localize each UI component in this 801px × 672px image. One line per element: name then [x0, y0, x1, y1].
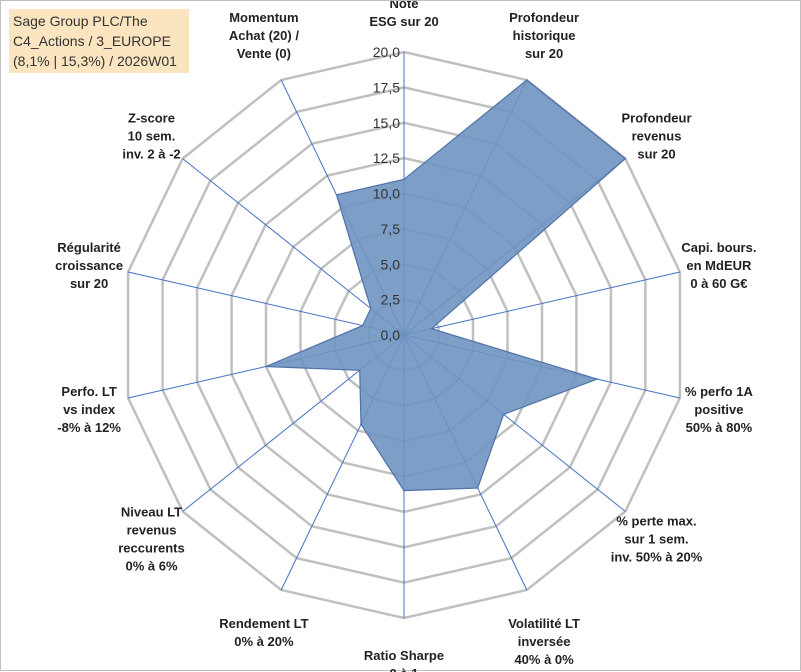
- axis-label-line: Achat (20) /: [229, 28, 299, 43]
- axis-label: Capi. bours. en MdEUR 0 à 60 G€: [681, 240, 756, 291]
- axis-label: Niveau LT revenus reccurents 0% à 6%: [118, 504, 184, 573]
- axis-label-line: sur 1 sem.: [624, 531, 688, 546]
- axis-label-line: 0% à 20%: [234, 634, 294, 649]
- axis-label: Ratio Sharpe 0 à 1: [364, 648, 444, 672]
- axis-label-line: Vente (0): [237, 46, 291, 61]
- axis-label: Volatilité LT inversée 40% à 0%: [508, 616, 580, 667]
- axis-label-line: historique: [513, 28, 576, 43]
- axis-label-line: % perfo 1A: [685, 384, 754, 399]
- tick-label: 17,5: [373, 79, 400, 95]
- tick-layer: 0,0 2,5 5,0 7,5 10,0 12,5 15,0 17,5 20,0: [373, 44, 400, 343]
- tick-label: 12,5: [373, 150, 400, 166]
- axis-label-line: inversée: [518, 634, 571, 649]
- data-point: [403, 489, 405, 492]
- axis-label: Perfo. LT vs index -8% à 12%: [57, 384, 121, 435]
- axis-label-line: Z-score: [128, 111, 175, 126]
- data-point: [360, 423, 362, 426]
- axis-label-line: Capi. bours.: [681, 240, 756, 255]
- axis-label-line: revenus: [632, 129, 682, 144]
- axis-label-line: Rendement LT: [219, 616, 308, 631]
- axis-label-line: positive: [694, 402, 743, 417]
- axis-label: Profondeur revenus sur 20: [621, 111, 691, 162]
- axis-label-line: Niveau LT: [121, 504, 182, 519]
- axis-label-line: Profondeur: [621, 111, 691, 126]
- axis-label-line: 0 à 1: [390, 666, 419, 672]
- axis-label: % perte max. sur 1 sem. inv. 50% à 20%: [611, 513, 703, 564]
- tick-label: 20,0: [373, 44, 400, 60]
- axis-label-line: Régularité: [57, 240, 121, 255]
- axis-label-line: Ratio Sharpe: [364, 648, 444, 663]
- axis-label-line: sur 20: [525, 46, 563, 61]
- axis-label: Rendement LT 0% à 20%: [219, 616, 308, 649]
- axis-spoke: [403, 271, 681, 336]
- axis-label: Note ESG sur 20: [369, 1, 438, 29]
- axis-label-line: reccurents: [118, 540, 184, 555]
- tick-label: 5,0: [381, 256, 401, 272]
- data-point: [502, 413, 505, 416]
- chart-title-line: (8,1% | 15,3%) / 2026W01: [13, 53, 177, 69]
- axis-label-line: Perfo. LT: [61, 384, 116, 399]
- axis-label-line: Profondeur: [509, 10, 579, 25]
- axis-label-line: croissance: [55, 258, 123, 273]
- data-point: [335, 194, 338, 196]
- tick-label: 7,5: [381, 221, 401, 237]
- chart-title-line: C4_Actions / 3_EUROPE: [13, 33, 171, 49]
- data-point: [370, 307, 372, 310]
- axis-label-line: 0 à 60 G€: [690, 276, 747, 291]
- data-point: [361, 324, 364, 327]
- data-point: [624, 157, 627, 160]
- chart-title: Sage Group PLC/The C4_Actions / 3_EUROPE…: [9, 9, 189, 73]
- axis-label: % perfo 1A positive 50% à 80%: [685, 384, 754, 435]
- tick-label: 2,5: [381, 292, 401, 308]
- tick-label: 15,0: [373, 115, 400, 131]
- axis-label-line: Momentum: [229, 10, 298, 25]
- label-layer: Note ESG sur 20 Profondeur historique sur 20…: [55, 1, 756, 672]
- axis-label-line: % perte max.: [616, 513, 696, 528]
- axis-label-line: inv. 2 à -2: [122, 147, 180, 162]
- axis-label: Régularité croissance sur 20: [55, 240, 123, 291]
- series-layer: [265, 79, 627, 492]
- axis-label-line: sur 20: [70, 276, 108, 291]
- axis-label-line: 40% à 0%: [514, 652, 574, 667]
- axis-spoke: [127, 271, 405, 336]
- data-point: [430, 327, 433, 330]
- axis-label: Profondeur historique sur 20: [509, 10, 579, 61]
- axis-label-line: -8% à 12%: [57, 420, 121, 435]
- chart-title-line: Sage Group PLC/The: [13, 13, 148, 29]
- axis-label-line: vs index: [63, 402, 116, 417]
- axis-label-line: 10 sem.: [128, 129, 176, 144]
- axis-label-line: inv. 50% à 20%: [611, 549, 703, 564]
- data-point: [265, 365, 267, 368]
- data-point: [358, 369, 361, 372]
- tick-label: 10,0: [373, 186, 400, 202]
- data-point: [403, 178, 405, 181]
- tick-label: 0,0: [381, 327, 401, 343]
- axis-label-line: en MdEUR: [686, 258, 752, 273]
- axis-label: Z-score 10 sem. inv. 2 à -2: [122, 111, 180, 162]
- axis-label-line: Volatilité LT: [508, 616, 580, 631]
- data-point: [476, 487, 479, 489]
- data-point: [596, 378, 598, 380]
- axis-label-line: revenus: [127, 522, 177, 537]
- axis-label: Momentum Achat (20) / Vente (0): [229, 10, 299, 61]
- axis-label-line: 50% à 80%: [686, 420, 753, 435]
- axis-label-line: 0% à 6%: [125, 558, 177, 573]
- axis-spoke: [182, 158, 405, 336]
- axis-label-line: Note: [390, 1, 419, 11]
- axis-label-line: ESG sur 20: [369, 14, 438, 29]
- data-point: [526, 79, 528, 81]
- axis-label-line: sur 20: [637, 147, 675, 162]
